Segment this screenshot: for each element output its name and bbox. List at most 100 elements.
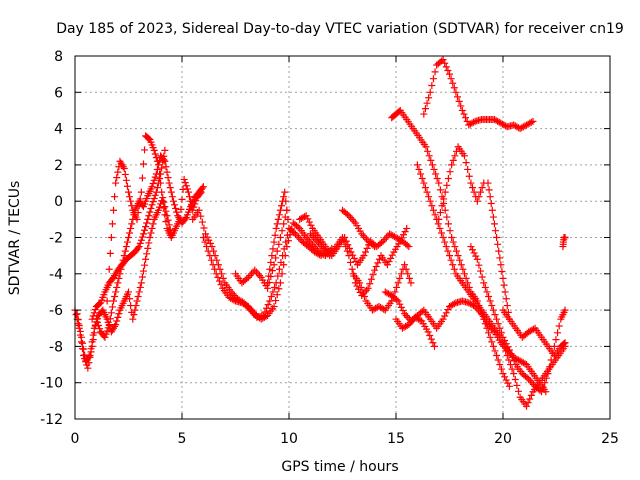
interp-marker <box>343 247 351 255</box>
data-point <box>529 117 537 125</box>
interp-marker <box>444 220 452 228</box>
interp-marker <box>523 374 531 382</box>
interp-marker <box>243 275 251 283</box>
interp-marker <box>546 363 554 371</box>
interp-marker <box>173 208 181 216</box>
data-point <box>561 339 569 347</box>
interp-marker <box>444 306 452 314</box>
interp-marker <box>145 135 153 143</box>
interp-marker <box>141 146 149 154</box>
interp-marker <box>449 156 457 164</box>
data-point <box>561 306 569 314</box>
data-point <box>276 234 284 241</box>
interp-marker <box>91 321 99 329</box>
data-point <box>129 315 137 323</box>
interp-marker <box>499 274 507 282</box>
interp-marker <box>524 399 532 407</box>
interp-marker <box>91 306 99 314</box>
data-point <box>110 297 118 305</box>
interp-marker <box>150 176 158 184</box>
interp-marker <box>203 243 211 251</box>
interp-marker <box>152 154 160 162</box>
interp-marker <box>197 212 205 220</box>
data-point <box>281 188 289 196</box>
interp-marker <box>273 220 281 228</box>
interp-marker <box>430 165 438 173</box>
data-point <box>448 234 456 241</box>
y-tick-label: -6 <box>49 303 63 319</box>
data-point <box>199 183 207 191</box>
interp-marker <box>423 99 431 107</box>
interp-marker <box>160 198 168 206</box>
interp-marker <box>462 114 470 122</box>
interp-marker <box>539 383 547 391</box>
interp-marker <box>87 345 95 353</box>
data-point <box>339 234 346 241</box>
interp-marker <box>393 296 401 304</box>
chart-title: Day 185 of 2023, Sidereal Day-to-day VTE… <box>56 21 624 37</box>
interp-marker <box>273 291 281 299</box>
interp-marker <box>547 356 555 364</box>
interp-marker <box>478 184 486 192</box>
interp-marker <box>488 302 496 310</box>
interp-marker <box>121 247 129 255</box>
data-point <box>206 252 214 260</box>
interp-marker <box>483 324 491 332</box>
interp-marker <box>366 280 374 288</box>
interp-marker <box>457 261 465 269</box>
data-point <box>422 143 430 151</box>
interp-marker <box>433 175 441 183</box>
interp-marker <box>278 270 286 278</box>
data-point <box>550 342 558 350</box>
data-point <box>407 279 415 287</box>
data-point <box>523 402 531 410</box>
interp-marker <box>125 234 132 241</box>
interp-marker <box>513 381 521 389</box>
interp-marker <box>554 329 562 337</box>
interp-marker <box>444 175 452 183</box>
data-point <box>538 388 546 396</box>
interp-marker <box>495 247 503 255</box>
interp-marker <box>388 251 396 259</box>
interp-marker <box>138 233 146 241</box>
interp-marker <box>214 273 222 281</box>
interp-marker <box>451 152 459 160</box>
y-tick-labels: -12 -10 -8 -6 -4 -2 0 2 4 6 8 <box>40 49 63 428</box>
interp-marker <box>131 306 139 314</box>
interp-marker <box>555 322 563 330</box>
data-point <box>176 215 184 223</box>
data-point <box>144 215 152 223</box>
interp-marker <box>127 197 135 205</box>
interp-marker <box>136 239 144 247</box>
interp-marker <box>442 309 450 317</box>
interp-marker <box>185 193 193 201</box>
data-point <box>197 188 205 196</box>
data-point <box>112 179 120 187</box>
interp-marker <box>481 320 489 328</box>
interp-marker <box>281 252 289 260</box>
interp-marker <box>472 252 480 260</box>
interp-marker <box>457 102 465 110</box>
data-point <box>428 161 436 169</box>
interp-marker <box>449 261 457 269</box>
interp-marker <box>483 288 491 296</box>
interp-marker <box>521 360 529 368</box>
data-point <box>480 279 488 287</box>
interp-marker <box>515 387 523 395</box>
data-point <box>133 297 141 305</box>
interp-marker <box>72 311 80 319</box>
y-tick-label: 8 <box>54 49 63 65</box>
data-point <box>264 279 272 287</box>
interp-marker <box>80 345 88 353</box>
interp-marker <box>159 158 167 166</box>
data-point <box>467 179 475 187</box>
interp-marker <box>541 379 549 387</box>
interp-marker <box>469 184 477 192</box>
interp-marker <box>402 312 410 320</box>
data-point <box>501 288 509 296</box>
interp-marker <box>402 265 410 273</box>
data-point <box>199 234 207 241</box>
interp-marker <box>347 258 355 266</box>
interp-marker <box>488 338 496 346</box>
